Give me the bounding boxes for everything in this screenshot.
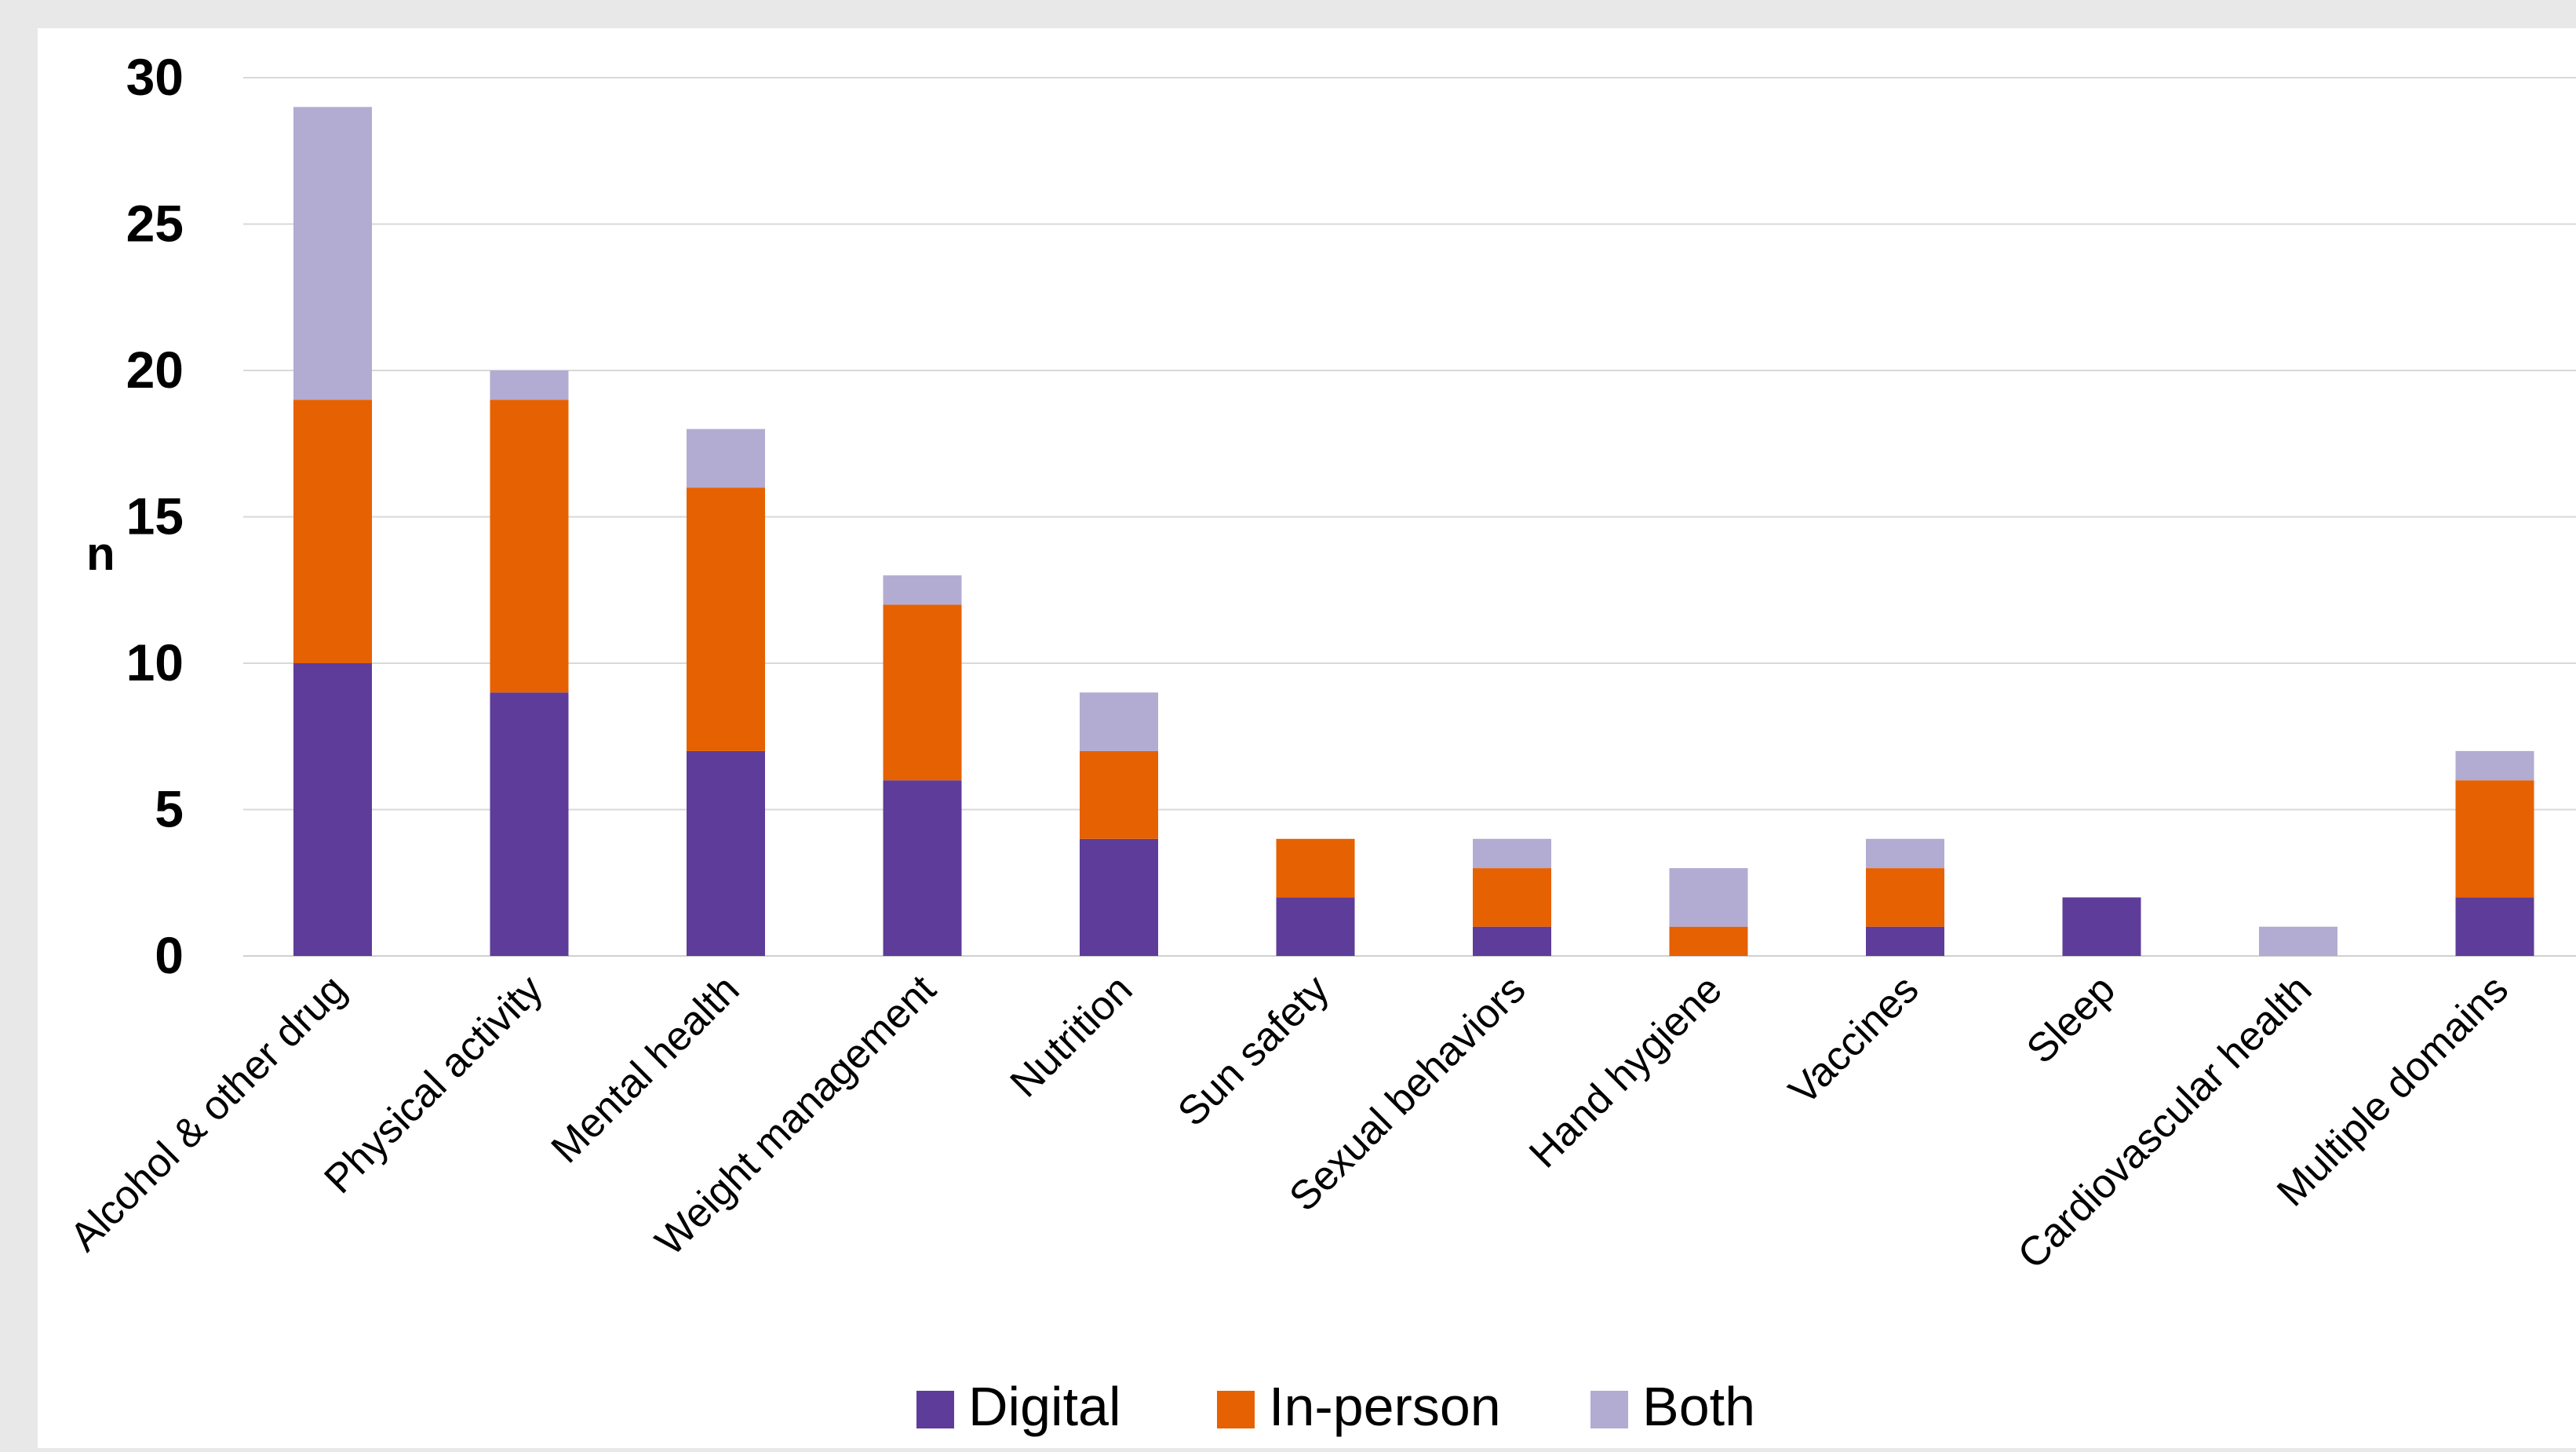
y-tick-label: 25 [126, 195, 184, 253]
bar-segment [1080, 692, 1158, 751]
bar-segment [1866, 926, 1944, 956]
stacked-bar-chart: 0 5 10 15 20 25 30 n Alcohol & other drugPhysi… [61, 48, 2576, 1437]
bar-segment [1080, 750, 1158, 839]
y-axis-label: n [86, 527, 115, 580]
bar-segment [1080, 838, 1158, 956]
legend: Digital In-person Both [916, 1376, 1755, 1437]
bar-segment [1276, 838, 1355, 898]
legend-label: In-person [1269, 1376, 1501, 1437]
legend-label: Both [1642, 1376, 1755, 1437]
gridlines [243, 77, 2576, 957]
bar-segment [2455, 780, 2534, 898]
bar-segment [490, 399, 569, 693]
bar-segment [293, 107, 372, 400]
x-tick-label: Nutrition [1002, 966, 1142, 1106]
x-tick-label: Hand hygiene [1521, 966, 1731, 1177]
y-tick-label: 5 [155, 780, 184, 838]
x-tick-label: Mental health [543, 966, 749, 1172]
bar-segment [1669, 868, 1748, 927]
chart-canvas: 0 5 10 15 20 25 30 n Alcohol & other drug Physi… [38, 28, 2576, 1448]
y-tick-label: 0 [155, 926, 184, 984]
bar-segment [1473, 838, 1551, 869]
bar-segment [687, 750, 765, 956]
legend-label: Digital [968, 1376, 1121, 1437]
x-tick-label: Sun safety [1169, 966, 1338, 1135]
y-tick-label: 20 [126, 341, 184, 399]
bar-segment [293, 399, 372, 663]
bar-segment [293, 663, 372, 956]
x-tick-label: Alcohol & other drug [61, 966, 355, 1260]
bar-segment [1866, 838, 1944, 869]
legend-swatch [916, 1391, 954, 1428]
bar-segment [2455, 897, 2534, 956]
bar-segment [2259, 926, 2337, 956]
bar-segment [490, 692, 569, 956]
bar-segment [1866, 868, 1944, 927]
bar-segment [883, 604, 962, 781]
bar-segment [2455, 750, 2534, 781]
legend-swatch [1217, 1391, 1255, 1428]
bar-segment [883, 780, 962, 956]
bar-segment [883, 575, 962, 605]
y-tick-label: 15 [126, 487, 184, 545]
y-tick-labels: 0 5 10 15 20 25 30 [126, 48, 184, 984]
bar-segment [2062, 897, 2141, 956]
legend-swatch [1590, 1391, 1628, 1428]
bars [293, 107, 2534, 956]
bar-segment [1473, 926, 1551, 956]
bar-segment [1669, 926, 1748, 956]
bar-segment [687, 429, 765, 488]
y-tick-label: 10 [126, 633, 184, 691]
bar-segment [1473, 868, 1551, 927]
y-tick-label: 30 [126, 48, 184, 106]
x-tick-label: Vaccines [1780, 966, 1927, 1113]
x-tick-label: Sleep [2018, 966, 2124, 1072]
bar-segment [687, 487, 765, 751]
bar-segment [1276, 897, 1355, 956]
bar-segment [490, 370, 569, 400]
